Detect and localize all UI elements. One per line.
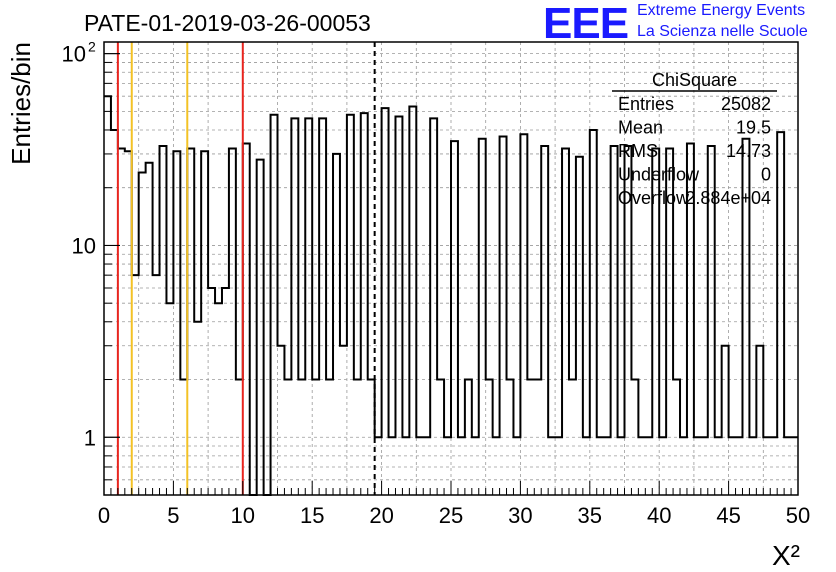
- stats-row-label: Mean: [618, 118, 663, 138]
- x-tick-label: 40: [647, 503, 671, 528]
- eee-logo-line1: Extreme Energy Events: [637, 2, 806, 19]
- x-tick-label: 20: [369, 503, 393, 528]
- y-tick-label: 10: [62, 42, 86, 67]
- stats-row-value: 19.5: [736, 118, 771, 138]
- stats-row-label: Overflow: [618, 188, 690, 208]
- stats-row-value: 0: [761, 165, 771, 185]
- x-axis-label: X²: [772, 540, 800, 571]
- x-tick-label: 10: [231, 503, 255, 528]
- x-tick-label: 35: [578, 503, 602, 528]
- eee-logo-line2: La Scienza nelle Scuole: [637, 23, 808, 40]
- cut-lines: [116, 42, 376, 495]
- stats-row-label: RMS: [618, 141, 658, 161]
- x-tick-label: 30: [508, 503, 532, 528]
- eee-logo: EEE: [543, 0, 629, 48]
- x-tick-label: 50: [786, 503, 810, 528]
- stats-title: ChiSquare: [652, 70, 737, 90]
- y-tick-label: 10: [72, 233, 96, 258]
- y-tick-label: 1: [84, 425, 96, 450]
- stats-row-label: Entries: [618, 94, 674, 114]
- y-axis-label: Entries/bin: [6, 42, 36, 165]
- histogram-step-line: [104, 95, 798, 496]
- stats-box: ChiSquare Entries 25082 Mean 19.5 RMS 14.73 Und…: [612, 70, 777, 208]
- stats-row-label: Underflow: [618, 165, 700, 185]
- x-tick-label: 25: [439, 503, 463, 528]
- axis-ticks: [103, 53, 799, 495]
- x-tick-label: 0: [98, 503, 110, 528]
- x-tick-label: 15: [300, 503, 324, 528]
- histogram-series: [104, 95, 798, 496]
- run-title: PATE-01-2019-03-26-00053: [84, 10, 371, 36]
- stats-row-value: 14.73: [726, 141, 771, 161]
- stats-row-value: 2.884e+04: [685, 188, 771, 208]
- x-tick-label: 45: [716, 503, 740, 528]
- stats-row-value: 25082: [721, 94, 771, 114]
- y-tick-label-exponent: 2: [88, 39, 96, 55]
- x-tick-label: 5: [167, 503, 179, 528]
